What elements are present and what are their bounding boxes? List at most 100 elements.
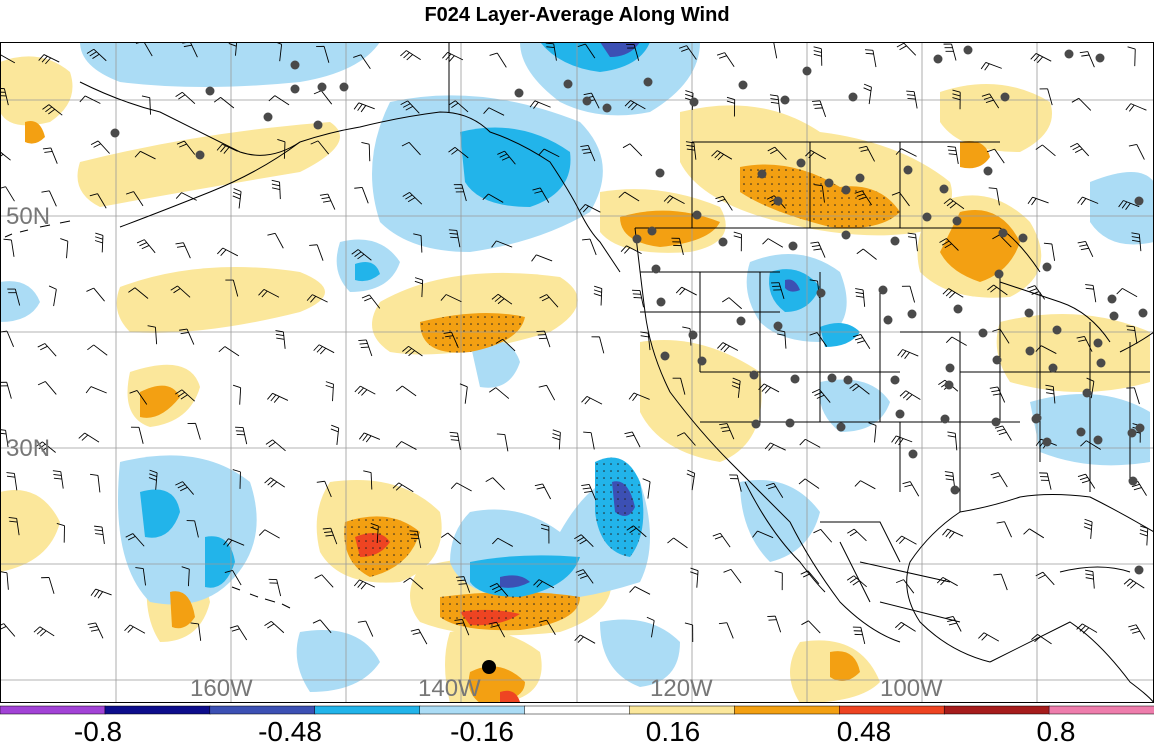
lat-label: 50N (6, 203, 50, 230)
wind-barb (533, 579, 555, 589)
wind-barb (86, 287, 105, 302)
axis-labels: 50N 30N 160W 140W 120W 100W (6, 203, 943, 702)
station-dot (1052, 325, 1062, 335)
wind-barb (325, 381, 334, 402)
station-dot (1048, 363, 1058, 373)
wind-barb (854, 190, 872, 206)
stipple-region (740, 164, 900, 228)
wind-barb (618, 191, 640, 202)
fill-region (77, 122, 340, 207)
weather-map: 50N 30N 160W 140W 120W 100W (0, 42, 1154, 703)
wind-barb (175, 389, 195, 402)
wind-barb (731, 377, 741, 398)
wind-barb (936, 576, 958, 587)
fill-region (819, 379, 890, 432)
wind-barb (232, 188, 242, 209)
wind-barb (591, 336, 605, 354)
lat-label: 30N (6, 435, 50, 462)
wind-barb (581, 484, 597, 501)
fill-region (500, 690, 520, 703)
wind-barb (715, 195, 733, 211)
wind-barb (758, 383, 780, 394)
wind-barb (267, 392, 289, 403)
wind-barb (769, 94, 781, 113)
wind-barb (646, 616, 655, 638)
wind-barb (87, 622, 104, 639)
wind-barb (450, 482, 472, 492)
wind-barb (403, 577, 424, 590)
cuba (1059, 566, 1131, 573)
fill-region (785, 279, 800, 292)
wind-barb (124, 624, 146, 634)
station-dot (1042, 437, 1052, 447)
station-dot (1095, 53, 1105, 63)
wind-barb (799, 438, 821, 448)
fill-region (620, 210, 720, 247)
wind-barb (667, 537, 688, 549)
wind-barb (181, 566, 190, 587)
wind-barb (491, 293, 513, 305)
fill-region (205, 536, 235, 588)
station-dot (1096, 358, 1106, 368)
station-dot (660, 351, 670, 361)
station-dot (1064, 49, 1074, 59)
observation-stations (110, 45, 1148, 575)
wind-barb (895, 579, 915, 594)
wind-barb (392, 482, 414, 493)
wind-barb (978, 632, 1000, 642)
wind-barb (624, 100, 646, 111)
wind-barb (1071, 97, 1092, 111)
station-dot (843, 375, 853, 385)
wind-barb (170, 285, 191, 298)
wind-barb (402, 345, 423, 357)
station-dot (718, 237, 728, 247)
wind-barb (574, 534, 594, 547)
alaska-coast (79, 81, 621, 273)
wind-barb (448, 146, 469, 159)
wind-barb (443, 331, 459, 348)
station-dot (514, 88, 524, 98)
wind-barb (1083, 518, 1093, 539)
station-dot (1134, 196, 1144, 206)
wind-barb (459, 383, 468, 404)
colorbar-tick-label: -0.48 (258, 716, 322, 743)
station-dot (895, 409, 905, 419)
wind-barb (358, 339, 373, 357)
wind-barb (414, 277, 424, 298)
wind-barb (483, 107, 505, 116)
wind-barb (264, 620, 285, 634)
wind-barb (1139, 525, 1149, 546)
fill-region (640, 340, 762, 462)
station-dot (945, 363, 955, 373)
wind-barb (1126, 387, 1140, 405)
stipple-region (420, 313, 525, 353)
station-dot (317, 82, 327, 92)
wind-barb (805, 150, 827, 160)
wind-barb (1085, 284, 1097, 303)
station-dot (773, 321, 783, 331)
state-lines (899, 272, 1131, 512)
wind-barb (767, 615, 782, 633)
wind-barb (945, 336, 967, 346)
great-lakes (999, 281, 1154, 353)
wind-barb (186, 520, 199, 538)
wind-barb (1039, 472, 1052, 490)
wind-barb (330, 424, 340, 446)
wind-barb (632, 289, 644, 308)
wind-barb (264, 477, 285, 488)
wind-barb (1077, 473, 1096, 489)
station-dot (950, 485, 960, 495)
wind-barb (811, 388, 831, 403)
station-dot (890, 236, 900, 246)
wind-barb (1030, 53, 1052, 64)
station-dot (1134, 565, 1144, 575)
wind-barb (357, 620, 374, 637)
station-dot (883, 315, 893, 325)
wind-barb (175, 481, 194, 495)
wind-barb (774, 570, 783, 591)
wind-barb (855, 288, 866, 307)
wind-barb (449, 431, 461, 450)
wind-barb (268, 578, 282, 597)
lat-lon-grid (0, 42, 1154, 703)
station-dot (647, 226, 657, 236)
